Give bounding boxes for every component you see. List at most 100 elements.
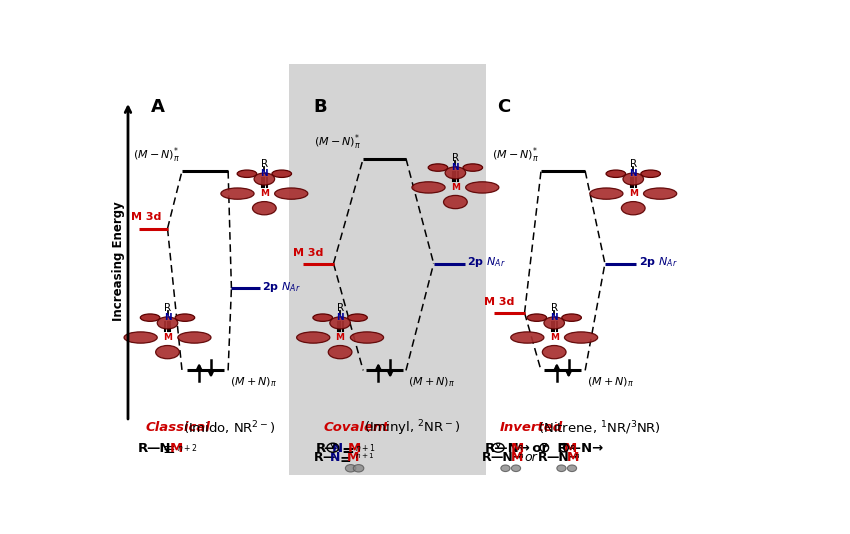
Text: N: N	[330, 451, 340, 465]
Text: Increasing Energy: Increasing Energy	[111, 201, 125, 321]
Text: M: M	[347, 451, 359, 465]
Text: R: R	[314, 451, 323, 465]
Text: $\equiv$: $\equiv$	[161, 441, 177, 456]
Text: R: R	[138, 442, 148, 455]
Text: $(M-N)_{\pi}^{*}$: $(M-N)_{\pi}^{*}$	[314, 132, 361, 152]
Ellipse shape	[512, 465, 520, 472]
Ellipse shape	[445, 167, 466, 179]
Text: M 3d: M 3d	[131, 213, 162, 222]
Text: $^n$: $^n$	[517, 444, 523, 453]
Text: N: N	[337, 313, 344, 322]
Ellipse shape	[221, 188, 254, 199]
Text: R: R	[164, 303, 171, 313]
Ellipse shape	[178, 332, 211, 343]
Ellipse shape	[564, 332, 598, 343]
Text: $^n$: $^n$	[570, 444, 575, 453]
Ellipse shape	[444, 195, 468, 209]
Text: N: N	[551, 313, 558, 322]
Text: $^{n+2}$: $^{n+2}$	[177, 444, 197, 453]
Text: $(M+N)_{\pi}$: $(M+N)_{\pi}$	[408, 376, 455, 389]
Ellipse shape	[501, 465, 510, 472]
Ellipse shape	[330, 317, 350, 329]
Ellipse shape	[568, 465, 576, 472]
Text: M: M	[163, 333, 172, 342]
Text: Inverted: Inverted	[500, 421, 564, 435]
Ellipse shape	[590, 188, 623, 199]
Ellipse shape	[157, 317, 178, 329]
Text: Classical: Classical	[146, 421, 211, 435]
Text: R: R	[261, 159, 268, 169]
Ellipse shape	[345, 465, 356, 472]
Text: M: M	[629, 189, 638, 198]
Text: $\mathbf{=}$: $\mathbf{=}$	[337, 451, 352, 465]
Text: M: M	[550, 333, 558, 342]
Ellipse shape	[562, 314, 581, 321]
Ellipse shape	[254, 173, 275, 185]
Bar	[289, 64, 485, 475]
Ellipse shape	[641, 170, 660, 177]
Text: (Imido, NR$^{2-}$): (Imido, NR$^{2-}$)	[184, 419, 275, 437]
Ellipse shape	[275, 188, 308, 199]
Ellipse shape	[175, 314, 195, 321]
Ellipse shape	[606, 170, 626, 177]
Ellipse shape	[643, 188, 677, 199]
Text: R: R	[630, 159, 637, 169]
Text: R—N→: R—N→	[485, 442, 531, 455]
Text: R: R	[452, 153, 459, 163]
Ellipse shape	[621, 202, 645, 215]
Text: 2p $N_{Ar}$: 2p $N_{Ar}$	[468, 255, 506, 269]
Ellipse shape	[428, 164, 448, 171]
Ellipse shape	[350, 332, 383, 343]
Ellipse shape	[297, 332, 330, 343]
Text: C: C	[497, 98, 511, 116]
Text: Covalent: Covalent	[324, 421, 389, 435]
Ellipse shape	[463, 164, 483, 171]
Text: R: R	[482, 451, 491, 465]
Ellipse shape	[348, 314, 367, 321]
Text: $(M-N)_{\pi}^{*}$: $(M-N)_{\pi}^{*}$	[133, 145, 180, 165]
Ellipse shape	[542, 345, 566, 359]
Text: M: M	[564, 442, 576, 455]
Ellipse shape	[237, 170, 257, 177]
Ellipse shape	[140, 314, 160, 321]
Text: R: R	[315, 442, 326, 455]
Ellipse shape	[252, 202, 276, 215]
Text: or  R—N→: or R—N→	[523, 442, 603, 455]
Text: (Nitrene, $^1$NR/$^3$NR): (Nitrene, $^1$NR/$^3$NR)	[538, 419, 661, 437]
Ellipse shape	[354, 465, 364, 472]
Text: M: M	[336, 333, 344, 342]
Text: $^n$: $^n$	[518, 453, 524, 463]
Ellipse shape	[557, 465, 566, 472]
Ellipse shape	[412, 182, 445, 193]
Text: $^{n+1}$: $^{n+1}$	[354, 453, 374, 463]
Text: $^{n+1}$: $^{n+1}$	[355, 444, 376, 453]
Ellipse shape	[124, 332, 157, 343]
Text: N: N	[261, 169, 268, 178]
Text: M: M	[511, 442, 524, 455]
Text: —N: —N	[146, 442, 170, 455]
Ellipse shape	[313, 314, 332, 321]
Text: M: M	[450, 183, 460, 192]
Ellipse shape	[272, 170, 292, 177]
Ellipse shape	[466, 182, 499, 193]
Ellipse shape	[527, 314, 547, 321]
Text: 2p $N_{Ar}$: 2p $N_{Ar}$	[263, 280, 301, 294]
Text: M: M	[348, 442, 361, 455]
Text: R: R	[538, 451, 547, 465]
Text: M: M	[567, 451, 579, 465]
Text: R: R	[551, 303, 558, 313]
Text: N: N	[164, 313, 172, 322]
Ellipse shape	[544, 317, 564, 329]
Text: $(M-N)_{\pi}^{*}$: $(M-N)_{\pi}^{*}$	[492, 145, 539, 165]
Text: M: M	[169, 442, 183, 455]
Text: B: B	[314, 98, 327, 116]
Text: M: M	[260, 189, 269, 198]
Ellipse shape	[156, 345, 179, 359]
Text: —: —	[322, 451, 335, 465]
Text: —N→: —N→	[490, 451, 524, 465]
Text: $^n$: $^n$	[574, 453, 581, 463]
Text: M 3d: M 3d	[292, 248, 323, 258]
Text: M 3d: M 3d	[484, 297, 515, 308]
Text: or: or	[524, 451, 537, 465]
Text: —N→: —N→	[547, 451, 580, 465]
